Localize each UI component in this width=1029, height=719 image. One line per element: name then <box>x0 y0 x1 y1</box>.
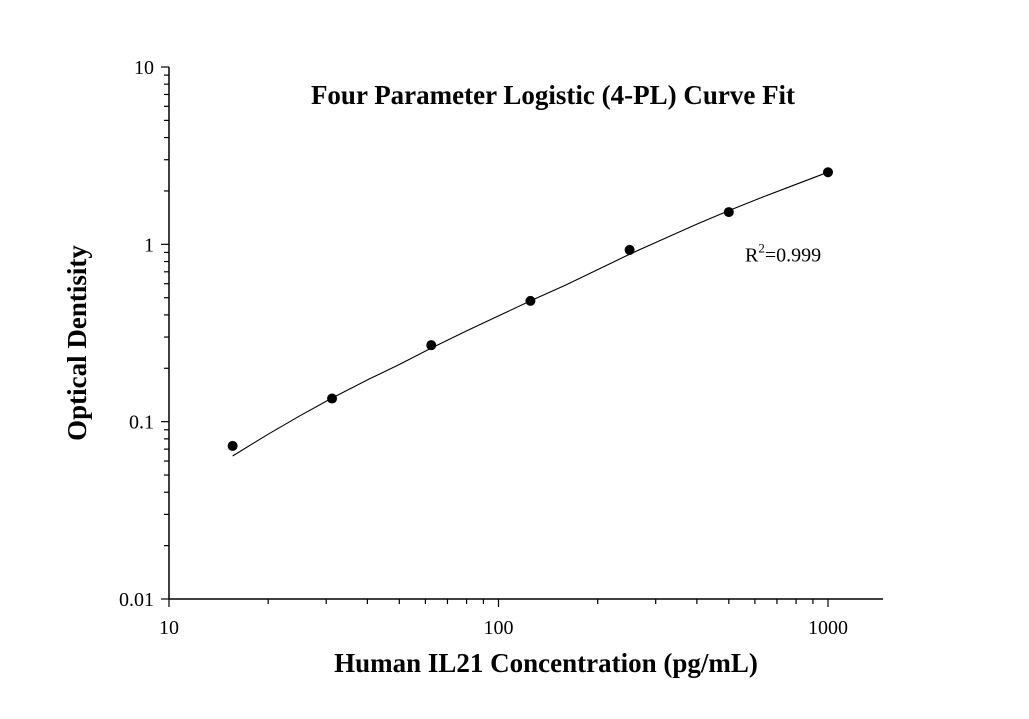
y-tick-label: 1 <box>144 234 154 256</box>
data-point <box>426 340 437 351</box>
data-point <box>823 167 833 178</box>
data-points-layer <box>227 167 833 451</box>
x-tick-label: 100 <box>484 617 514 639</box>
data-point <box>723 207 734 218</box>
y-tick-label: 0.01 <box>119 589 154 611</box>
y-tick-label: 10 <box>134 57 154 79</box>
r-squared-base: R <box>745 245 759 267</box>
y-axis-label: Optical Dentisity <box>62 245 92 441</box>
y-tick-label: 0.1 <box>129 412 154 434</box>
r-squared-annotation: R2=0.999 <box>745 241 821 267</box>
axes <box>168 67 883 600</box>
x-tick-label: 10 <box>159 617 179 639</box>
data-point <box>327 393 338 404</box>
chart-title: Four Parameter Logistic (4-PL) Curve Fit <box>311 80 795 110</box>
y-axis-ticks: 0.01 0.1 1 10 <box>119 57 169 611</box>
r-squared-superscript: 2 <box>758 241 765 256</box>
data-point <box>624 244 635 255</box>
x-tick-label: 1000 <box>808 617 848 639</box>
fit-curve <box>232 171 829 457</box>
data-point <box>525 295 536 306</box>
x-axis-ticks: 10 100 1000 <box>159 599 848 639</box>
r-squared-value: =0.999 <box>765 245 821 267</box>
fit-curve-layer <box>232 171 829 457</box>
x-axis-label: Human IL21 Concentration (pg/mL) <box>334 648 758 678</box>
data-point <box>227 440 238 451</box>
